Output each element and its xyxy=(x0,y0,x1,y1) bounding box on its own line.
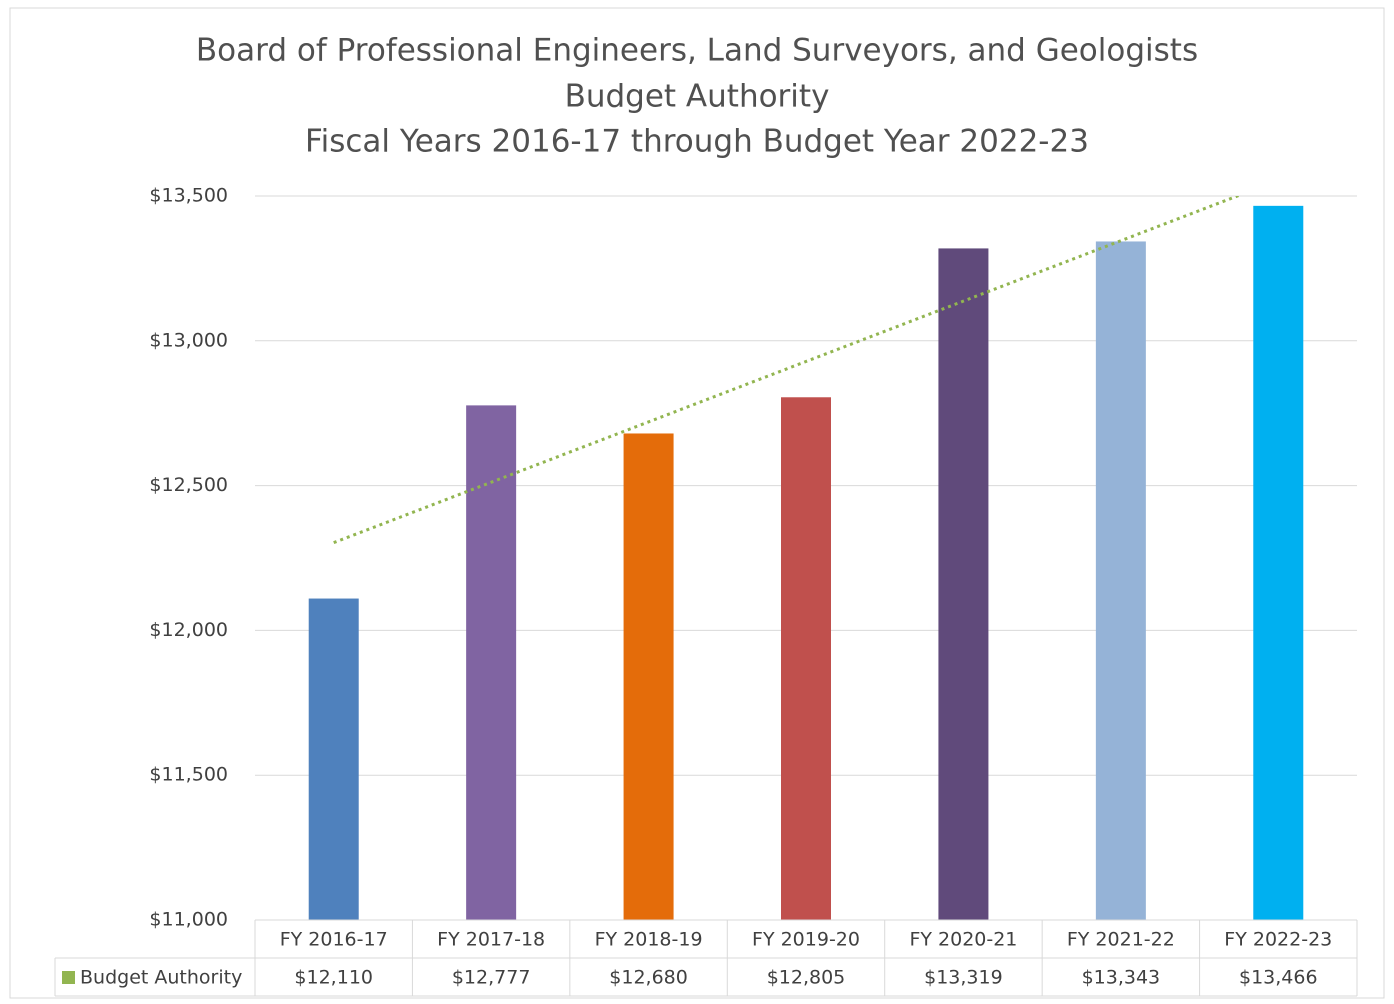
chart-title: Fiscal Years 2016-17 through Budget Year… xyxy=(305,124,1089,160)
x-tick-label: FY 2020-21 xyxy=(909,929,1017,951)
x-tick-label: FY 2016-17 xyxy=(280,929,388,951)
value-label: $12,805 xyxy=(767,967,846,989)
value-label: $12,110 xyxy=(294,967,373,989)
legend-key xyxy=(62,971,75,984)
y-tick-label: $12,500 xyxy=(149,474,228,496)
y-tick-label: $11,500 xyxy=(149,764,228,786)
bar xyxy=(1095,241,1146,921)
chart-title: Budget Authority xyxy=(565,79,830,115)
bar xyxy=(1253,205,1304,920)
value-label: $13,319 xyxy=(924,967,1003,989)
x-tick-label: FY 2019-20 xyxy=(752,929,860,951)
value-label: $13,343 xyxy=(1082,967,1161,989)
y-tick-label: $13,500 xyxy=(149,185,228,207)
value-label: $12,680 xyxy=(609,967,688,989)
value-label: $13,466 xyxy=(1239,967,1318,989)
x-tick-label: FY 2022-23 xyxy=(1224,929,1332,951)
y-tick-label: $11,000 xyxy=(149,909,228,931)
bar xyxy=(938,248,989,920)
x-tick-label: FY 2021-22 xyxy=(1067,929,1175,951)
y-tick-label: $12,000 xyxy=(149,619,228,641)
bar xyxy=(623,433,674,920)
bar xyxy=(781,397,831,921)
bar xyxy=(308,598,359,920)
chart-border xyxy=(9,7,1385,999)
trendline xyxy=(333,196,1242,545)
legend-label: Budget Authority xyxy=(80,967,242,989)
y-tick-label: $13,000 xyxy=(149,329,228,351)
bar xyxy=(466,405,517,920)
chart-title: Board of Professional Engineers, Land Su… xyxy=(196,33,1198,69)
x-tick-label: FY 2018-19 xyxy=(595,929,703,951)
value-label: $12,777 xyxy=(452,967,531,989)
x-tick-label: FY 2017-18 xyxy=(437,929,545,951)
